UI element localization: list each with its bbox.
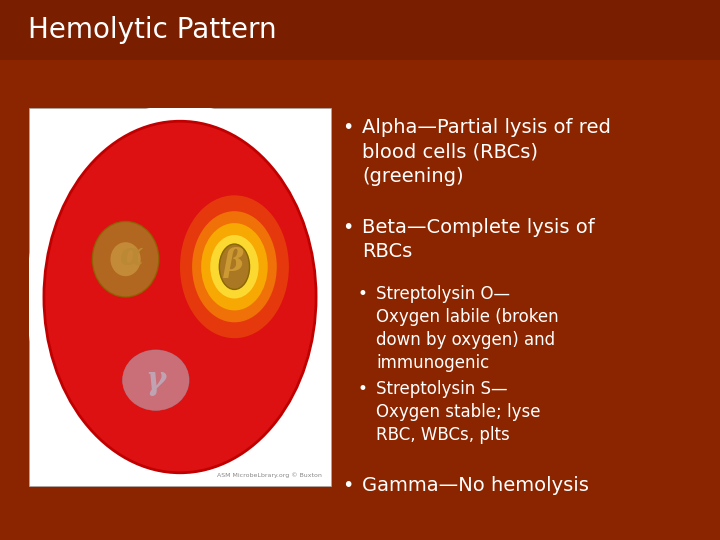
Ellipse shape [44, 122, 316, 473]
Text: Hemolytic Pattern: Hemolytic Pattern [28, 16, 276, 44]
Ellipse shape [220, 244, 250, 289]
Text: β: β [225, 247, 245, 279]
Text: γ: γ [145, 364, 166, 396]
Ellipse shape [26, 104, 334, 490]
Text: •: • [342, 218, 354, 237]
Ellipse shape [92, 221, 159, 297]
Text: •: • [357, 285, 367, 303]
Ellipse shape [122, 350, 189, 410]
Text: Streptolysin S—
Oxygen stable; lyse
RBC, WBCs, plts: Streptolysin S— Oxygen stable; lyse RBC,… [376, 380, 541, 444]
Text: •: • [342, 118, 354, 137]
Bar [29, 108, 331, 486]
Text: α: α [120, 240, 143, 271]
Text: Alpha—Partial lysis of red
blood cells (RBCs)
(greening): Alpha—Partial lysis of red blood cells (… [362, 118, 611, 186]
Text: Streptolysin O—
Oxygen labile (broken
down by oxygen) and
immunogenic: Streptolysin O— Oxygen labile (broken do… [376, 285, 559, 372]
Bar [0, 0, 720, 60]
Text: Gamma—No hemolysis: Gamma—No hemolysis [362, 476, 589, 495]
Ellipse shape [210, 235, 258, 299]
Text: ASM MicrobeLbrary.org © Buxton: ASM MicrobeLbrary.org © Buxton [217, 473, 322, 478]
Text: •: • [357, 380, 367, 398]
Ellipse shape [180, 195, 289, 338]
Ellipse shape [110, 242, 140, 276]
Ellipse shape [192, 211, 276, 322]
Text: Beta—Complete lysis of
RBCs: Beta—Complete lysis of RBCs [362, 218, 595, 261]
Text: •: • [342, 476, 354, 495]
Ellipse shape [201, 223, 268, 310]
